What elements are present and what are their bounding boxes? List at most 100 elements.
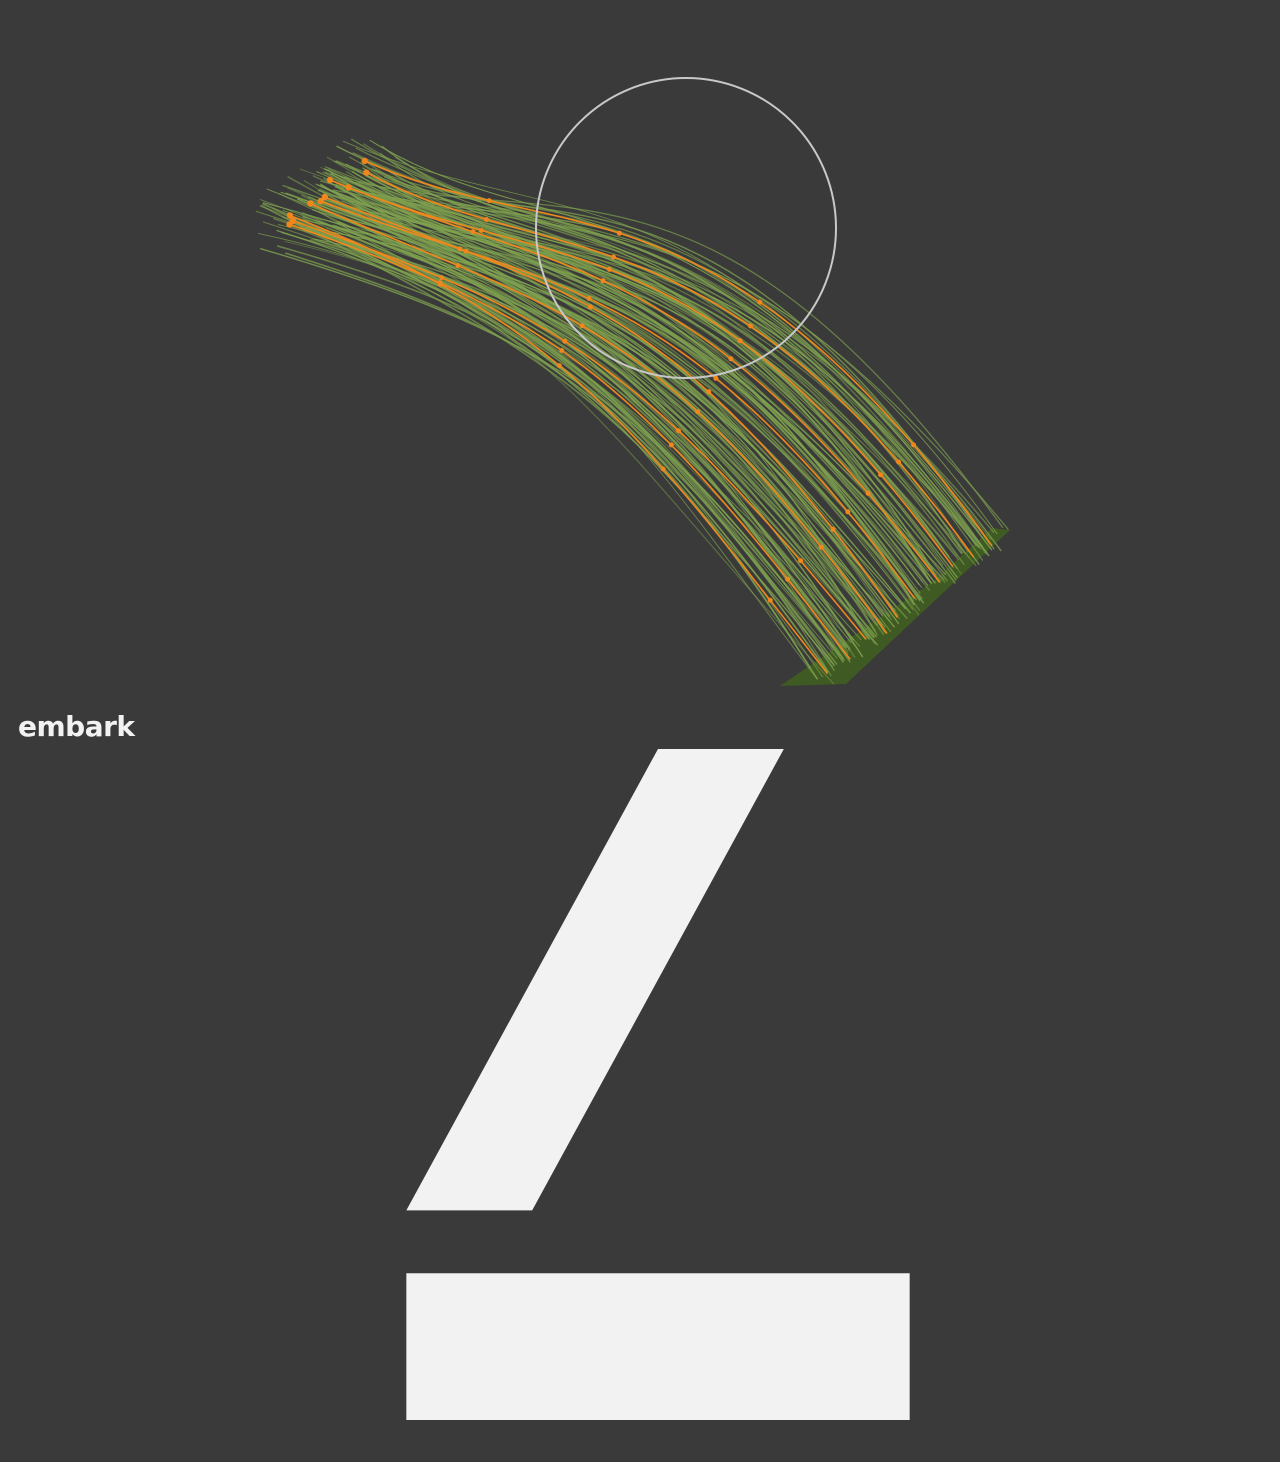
hair-strand: [371, 168, 991, 545]
hair-strand: [278, 192, 868, 639]
guide-curve[interactable]: [307, 200, 888, 634]
logo-text: embark: [18, 710, 135, 743]
guide-control-point[interactable]: [668, 442, 674, 448]
embark-logo-icon: [406, 748, 910, 1421]
guide-control-point[interactable]: [326, 176, 334, 184]
guide-control-point[interactable]: [611, 254, 616, 260]
guide-control-point[interactable]: [845, 509, 851, 515]
guide-control-point[interactable]: [748, 323, 753, 329]
guide-control-point[interactable]: [767, 597, 773, 603]
guide-control-point[interactable]: [587, 304, 593, 310]
brush-circle-icon[interactable]: [535, 77, 837, 379]
hair-groom-scene[interactable]: [0, 0, 1280, 755]
guide-control-point[interactable]: [818, 544, 824, 550]
guide-control-point[interactable]: [478, 227, 484, 233]
hair-strand: [345, 196, 921, 602]
guide-control-point[interactable]: [676, 428, 681, 434]
guide-curve-line[interactable]: [348, 186, 954, 567]
guide-curve-line[interactable]: [364, 160, 993, 547]
hair-strand: [322, 186, 892, 633]
guide-control-point[interactable]: [830, 526, 836, 532]
hair-strand: [299, 168, 920, 616]
guide-curve[interactable]: [326, 176, 941, 583]
guide-curve[interactable]: [363, 169, 975, 558]
guide-control-point[interactable]: [896, 459, 902, 465]
guide-control-point[interactable]: [559, 348, 565, 353]
guide-curve-line[interactable]: [310, 202, 888, 634]
hair-strand: [299, 213, 915, 602]
guide-control-point[interactable]: [579, 323, 585, 329]
guide-control-point[interactable]: [737, 338, 743, 344]
guide-control-point[interactable]: [785, 576, 791, 582]
guide-control-point[interactable]: [307, 200, 314, 207]
hair-strand: [321, 232, 861, 647]
hair-strand: [304, 229, 864, 658]
guide-control-point[interactable]: [470, 229, 476, 235]
ground-patch: [780, 528, 1010, 686]
hair-strand: [302, 212, 833, 663]
hair-strand: [262, 202, 845, 660]
guide-curve[interactable]: [345, 184, 954, 567]
guide-control-point[interactable]: [321, 193, 328, 201]
guide-curve[interactable]: [321, 193, 899, 618]
hair-strand: [328, 178, 897, 608]
guide-curves[interactable]: [286, 157, 993, 675]
guide-control-point[interactable]: [600, 278, 606, 284]
guide-curve[interactable]: [286, 212, 829, 675]
guide-curve-line[interactable]: [329, 179, 941, 583]
guide-control-point[interactable]: [757, 299, 763, 305]
guide-control-point[interactable]: [606, 266, 612, 272]
hair-strand: [359, 161, 920, 586]
guide-control-point[interactable]: [562, 338, 568, 344]
guide-control-point[interactable]: [463, 248, 469, 254]
guide-control-point[interactable]: [486, 198, 492, 204]
hair-strand: [374, 169, 959, 579]
guide-control-point[interactable]: [556, 363, 562, 369]
hair-strand: [319, 184, 886, 629]
guide-curve-line[interactable]: [320, 200, 916, 599]
guide-control-point[interactable]: [317, 197, 324, 205]
guide-curve[interactable]: [361, 157, 993, 547]
hair-strand: [365, 175, 930, 582]
guide-control-point[interactable]: [286, 221, 293, 228]
embark-logo: embark: [18, 707, 910, 1421]
guide-control-point[interactable]: [363, 169, 370, 176]
guide-control-point[interactable]: [616, 230, 622, 236]
viewport[interactable]: embark: [0, 0, 1280, 1421]
guide-control-point[interactable]: [728, 356, 734, 362]
guide-control-point[interactable]: [695, 409, 701, 415]
guide-control-point[interactable]: [798, 558, 804, 564]
hair-strand: [335, 226, 906, 610]
guide-control-point[interactable]: [713, 375, 719, 381]
hair-strand: [276, 245, 838, 666]
guide-control-point[interactable]: [437, 281, 443, 287]
hair-strand: [328, 194, 915, 606]
guide-control-point[interactable]: [361, 157, 368, 165]
guide-curve-line[interactable]: [366, 171, 975, 558]
guide-control-point[interactable]: [911, 442, 916, 448]
guide-control-point[interactable]: [878, 472, 884, 478]
guide-curve-line[interactable]: [292, 220, 867, 640]
hair-strand: [358, 181, 1004, 529]
hair-strand: [355, 203, 945, 581]
hair-strand: [260, 199, 834, 668]
guide-control-point[interactable]: [286, 212, 294, 219]
hair-strand: [308, 196, 933, 585]
hair-strand: [260, 204, 812, 669]
guide-control-point[interactable]: [483, 217, 489, 222]
hair-strands: [255, 138, 1009, 685]
guide-curve-line[interactable]: [289, 214, 829, 675]
hair-strand: [319, 183, 895, 611]
guide-control-point[interactable]: [586, 296, 592, 301]
hair-strand: [342, 140, 983, 547]
hair-strand: [285, 192, 884, 627]
guide-control-point[interactable]: [660, 466, 666, 472]
guide-curve-line[interactable]: [289, 223, 851, 660]
guide-control-point[interactable]: [455, 263, 461, 269]
guide-control-point[interactable]: [706, 389, 712, 395]
guide-curve-line[interactable]: [324, 196, 899, 618]
guide-control-point[interactable]: [865, 490, 871, 496]
hair-strand: [359, 157, 995, 534]
hair-strand: [262, 202, 851, 651]
guide-control-point[interactable]: [439, 275, 445, 281]
